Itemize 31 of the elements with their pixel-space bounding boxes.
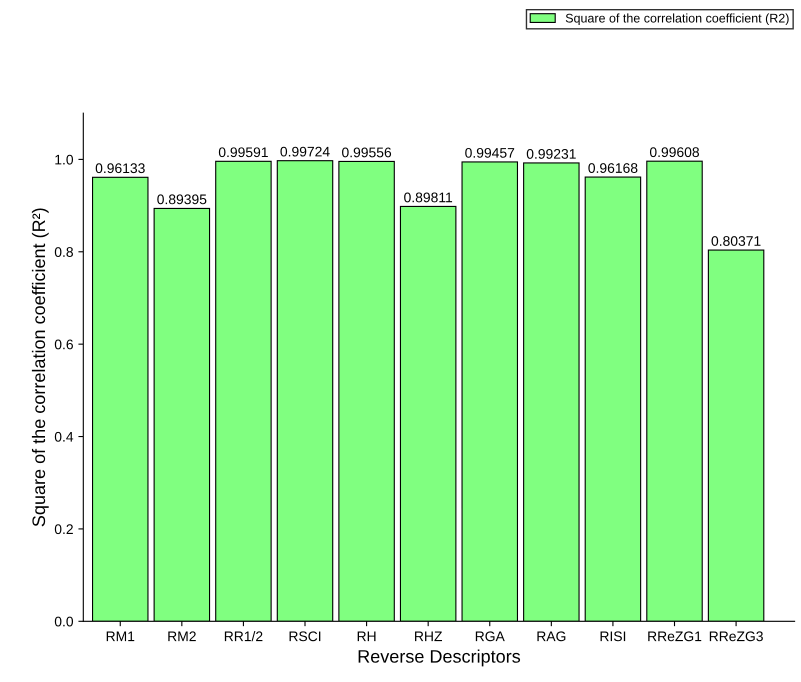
x-tick-label: RR1/2 bbox=[224, 631, 262, 642]
y-axis-title: Square of the correlation coefficient (R²) bbox=[32, 208, 49, 526]
x-tick-label: RM1 bbox=[106, 632, 134, 642]
x-tick-label: RHZ bbox=[415, 632, 442, 642]
x-tick-label: RAG bbox=[537, 631, 566, 642]
data-label: 0.80371 bbox=[712, 236, 761, 246]
data-label: 0.96133 bbox=[96, 163, 145, 174]
x-tick-label: RReZG3 bbox=[710, 631, 763, 642]
x-tick-label: RH bbox=[358, 632, 376, 642]
data-label: 0.89811 bbox=[404, 192, 452, 202]
y-tick-label: 0.8 bbox=[54, 247, 73, 257]
data-label: 0.99591 bbox=[218, 147, 268, 158]
y-tick-label: 0.6 bbox=[54, 339, 73, 350]
y-tick-label: 0.0 bbox=[54, 616, 74, 626]
x-tick-label: RISI bbox=[600, 631, 626, 642]
y-tick-label: 1.0 bbox=[55, 154, 74, 165]
data-label: 0.96168 bbox=[588, 163, 638, 173]
x-tick-label: RM2 bbox=[168, 631, 196, 642]
data-label: 0.99724 bbox=[280, 146, 330, 157]
legend-label: Square of the correlation coefficient (R2) bbox=[566, 13, 789, 26]
y-tick-label: 0.2 bbox=[54, 524, 73, 534]
data-label: 0.89395 bbox=[157, 194, 206, 204]
data-label: 0.99556 bbox=[342, 147, 392, 158]
x-tick-label: RSCI bbox=[290, 631, 320, 642]
data-label: 0.99457 bbox=[465, 148, 514, 158]
data-label: 0.99231 bbox=[526, 148, 576, 159]
x-tick-label: RReZG1 bbox=[648, 631, 702, 642]
y-tick-label: 0.4 bbox=[54, 432, 74, 442]
x-axis-title: Reverse Descriptors bbox=[358, 650, 520, 666]
data-label: 0.99608 bbox=[650, 147, 700, 158]
x-tick-label: RGA bbox=[476, 631, 505, 642]
